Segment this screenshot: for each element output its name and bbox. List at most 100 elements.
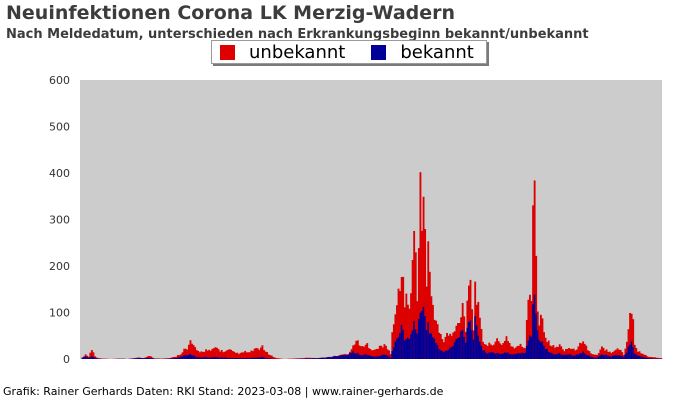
bar-unbekannt [356,340,359,359]
bar-bekannt [468,321,470,359]
bar-unbekannt [641,353,644,359]
bar-unbekannt [269,355,272,359]
bar-bekannt [142,358,145,359]
bar-bekannt [86,357,89,359]
bar-unbekannt [660,358,663,359]
bar-bekannt [358,354,361,359]
bar-bekannt [148,358,151,359]
bar-bekannt [205,357,208,359]
bar-unbekannt [585,345,588,359]
bar-unbekannt [435,320,438,359]
bar-unbekannt [414,252,417,359]
bar-unbekannt [355,340,358,359]
bar-bekannt [527,340,530,359]
bar-bekannt [590,356,592,359]
bar-bekannt [255,357,258,359]
bar-unbekannt [233,351,236,359]
bar-unbekannt [544,337,547,359]
bar-unbekannt [633,344,636,359]
bar-bekannt [569,354,572,359]
bar-unbekannt [640,353,642,359]
bar-bekannt [206,357,209,359]
bar-unbekannt [602,347,605,359]
bar-bekannt [84,356,87,359]
bar-bekannt [325,357,328,359]
bar-unbekannt [205,349,208,359]
bar-unbekannt [485,344,488,359]
bar-bekannt [565,354,567,359]
bar-bekannt [347,354,350,359]
bar-bekannt [367,355,370,359]
bar-unbekannt [166,358,168,359]
bar-bekannt [170,358,173,359]
bar-bekannt [233,358,236,359]
bar-unbekannt [305,357,308,359]
bar-unbekannt [255,348,258,359]
bar-bekannt [486,353,489,359]
bar-unbekannt [256,348,259,359]
bar-unbekannt [417,248,420,359]
bar-bekannt [209,357,212,359]
bar-unbekannt [619,349,622,359]
bar-bekannt [413,321,416,359]
bar-unbekannt [172,357,175,359]
bar-bekannt [339,355,342,359]
bar-unbekannt [497,341,500,359]
bar-bekannt [461,329,464,359]
bar-unbekannt [403,307,406,359]
bar-bekannt [89,357,92,359]
chart-subtitle: Nach Meldedatum, unterschieden nach Erkr… [6,27,589,42]
bar-bekannt [602,355,605,359]
bar-unbekannt [374,349,376,359]
bar-unbekannt [295,358,298,359]
bar-unbekannt [499,343,502,359]
bar-unbekannt [626,341,628,359]
bar-bekannt [319,357,322,359]
bar-unbekannt [442,342,445,359]
bar-unbekannt [643,354,646,359]
bar-unbekannt [413,230,416,359]
bar-unbekannt [197,350,200,359]
bar-unbekannt [469,279,472,359]
bar-bekannt [585,354,588,359]
bar-bekannt [234,358,237,359]
bar-unbekannt [652,357,655,359]
bar-bekannt [646,358,649,359]
bar-bekannt [549,352,552,359]
bar-unbekannt [432,304,434,359]
bar-bekannt [552,354,555,359]
bar-unbekannt [441,339,444,359]
bar-unbekannt [607,351,610,359]
bar-bekannt [469,320,472,359]
bar-unbekannt [611,352,614,359]
bar-unbekannt [439,334,442,359]
bar-unbekannt [167,358,170,359]
bar-bekannt [341,355,344,359]
bar-bekannt [385,354,387,359]
bar-bekannt [194,356,197,359]
bar-bekannt [360,355,362,359]
plot-area [80,80,662,359]
bar-bekannt [134,358,137,359]
bar-bekannt [172,358,175,359]
bar-bekannt [580,353,583,359]
bar-bekannt [439,350,442,359]
bar-bekannt [139,358,142,359]
bar-unbekannt [100,358,103,359]
bar-bekannt [616,355,619,359]
y-tick-label: 0 [63,353,70,366]
bar-unbekannt [477,301,480,359]
bar-unbekannt [252,351,254,359]
bar-unbekannt [162,358,165,359]
bar-bekannt [263,357,265,359]
bar-bekannt [591,357,594,359]
bar-unbekannt [242,352,245,359]
bar-unbekannt [148,356,151,359]
bar-unbekannt [482,341,484,359]
bar-bekannt [483,350,486,359]
bar-bekannt [433,338,436,359]
bar-bekannt [391,351,394,359]
bar-bekannt [214,356,217,359]
bar-unbekannt [569,348,572,359]
bar-unbekannt [173,356,176,359]
